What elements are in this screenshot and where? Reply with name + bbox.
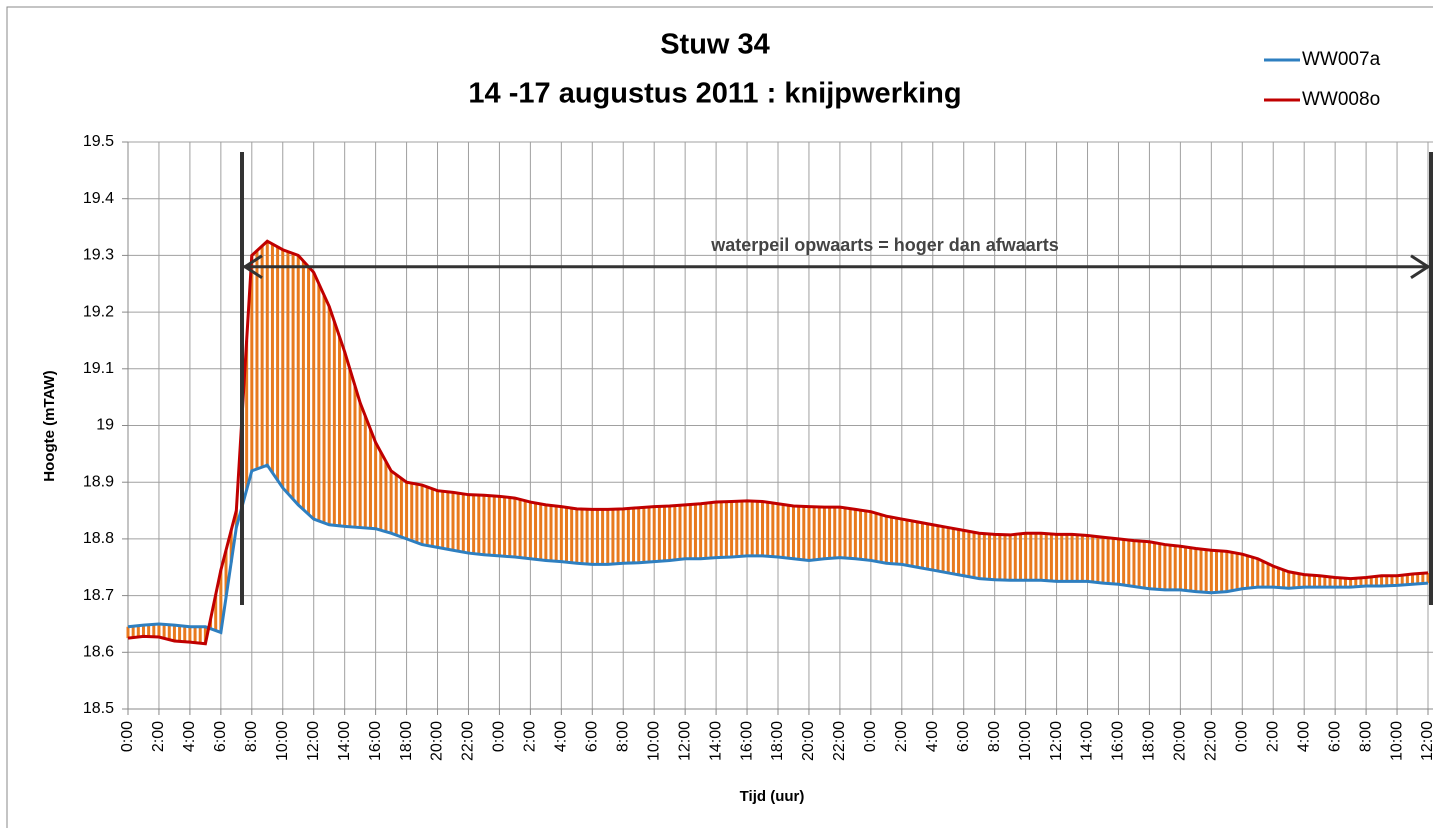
x-tick-label: 4:00 bbox=[1295, 721, 1312, 752]
x-tick-label: 10:00 bbox=[1388, 721, 1405, 761]
x-tick-label: 12:00 bbox=[676, 721, 693, 761]
legend-label: WW007a bbox=[1302, 49, 1381, 70]
x-tick-label: 2:00 bbox=[150, 721, 167, 752]
x-tick-label: 2:00 bbox=[522, 721, 539, 752]
x-tick-label: 22:00 bbox=[1203, 721, 1220, 761]
y-tick-label: 19 bbox=[96, 417, 114, 434]
x-tick-label: 14:00 bbox=[336, 721, 353, 761]
annotation: waterpeil opwaarts = hoger dan afwaarts bbox=[710, 235, 1059, 255]
x-tick-label: 10:00 bbox=[645, 721, 662, 761]
x-tick-label: 18:00 bbox=[1141, 721, 1158, 761]
x-tick-label: 4:00 bbox=[924, 721, 941, 752]
x-tick-label: 22:00 bbox=[831, 721, 848, 761]
x-tick-label: 2:00 bbox=[1264, 721, 1281, 752]
x-tick-label: 6:00 bbox=[955, 721, 972, 752]
y-tick-label: 18.5 bbox=[83, 700, 114, 717]
x-tick-label: 0:00 bbox=[119, 721, 136, 752]
x-tick-label: 6:00 bbox=[584, 721, 601, 752]
y-tick-label: 18.8 bbox=[83, 530, 114, 547]
x-tick-label: 12:00 bbox=[1419, 721, 1433, 761]
x-tick-label: 8:00 bbox=[1357, 721, 1374, 752]
y-tick-label: 18.7 bbox=[83, 587, 114, 604]
y-axis-label: Hoogte (mTAW) bbox=[41, 370, 58, 481]
y-tick-label: 19.3 bbox=[83, 247, 114, 264]
series-line bbox=[127, 463, 1429, 635]
x-tick-label: 12:00 bbox=[305, 721, 322, 761]
x-tick-label: 8:00 bbox=[614, 721, 631, 752]
x-tick-label: 20:00 bbox=[429, 721, 446, 761]
x-tick-label: 8:00 bbox=[243, 721, 260, 752]
x-tick-label: 18:00 bbox=[398, 721, 415, 761]
chart-title: Stuw 34 bbox=[660, 29, 770, 61]
x-tick-label: 14:00 bbox=[707, 721, 724, 761]
x-tick-label: 16:00 bbox=[1110, 721, 1127, 761]
x-tick-label: 14:00 bbox=[1079, 721, 1096, 761]
y-tick-label: 18.9 bbox=[83, 473, 114, 490]
arrow-head bbox=[1410, 254, 1431, 279]
x-tick-label: 2:00 bbox=[893, 721, 910, 752]
x-tick-label: 16:00 bbox=[367, 721, 384, 761]
x-tick-label: 4:00 bbox=[553, 721, 570, 752]
x-tick-label: 6:00 bbox=[212, 721, 229, 752]
x-tick-label: 10:00 bbox=[1017, 721, 1034, 761]
chart-frame bbox=[6, 6, 1433, 828]
x-tick-label: 20:00 bbox=[800, 721, 817, 761]
y-tick-label: 19.5 bbox=[83, 133, 114, 150]
x-axis-label: Tijd (uur) bbox=[740, 788, 805, 805]
x-tick-label: 22:00 bbox=[460, 721, 477, 761]
y-tick-label: 18.6 bbox=[83, 644, 114, 661]
x-tick-label: 8:00 bbox=[986, 721, 1003, 752]
x-tick-label: 0:00 bbox=[491, 721, 508, 752]
x-tick-label: 20:00 bbox=[1172, 721, 1189, 761]
y-tick-label: 19.1 bbox=[83, 360, 114, 377]
x-tick-label: 12:00 bbox=[1048, 721, 1065, 761]
x-tick-label: 10:00 bbox=[274, 721, 291, 761]
y-tick-label: 19.2 bbox=[83, 303, 114, 320]
legend-label: WW008o bbox=[1302, 89, 1380, 110]
x-tick-label: 18:00 bbox=[769, 721, 786, 761]
arrow-head bbox=[242, 254, 263, 279]
x-tick-label: 0:00 bbox=[862, 721, 879, 752]
x-tick-label: 4:00 bbox=[181, 721, 198, 752]
y-tick-label: 19.4 bbox=[83, 190, 114, 207]
series-line bbox=[127, 239, 1429, 646]
x-tick-label: 6:00 bbox=[1326, 721, 1343, 752]
chart-subtitle: 14 -17 augustus 2011 : knijpwerking bbox=[468, 78, 961, 110]
x-tick-label: 0:00 bbox=[1234, 721, 1251, 752]
x-tick-label: 16:00 bbox=[738, 721, 755, 761]
